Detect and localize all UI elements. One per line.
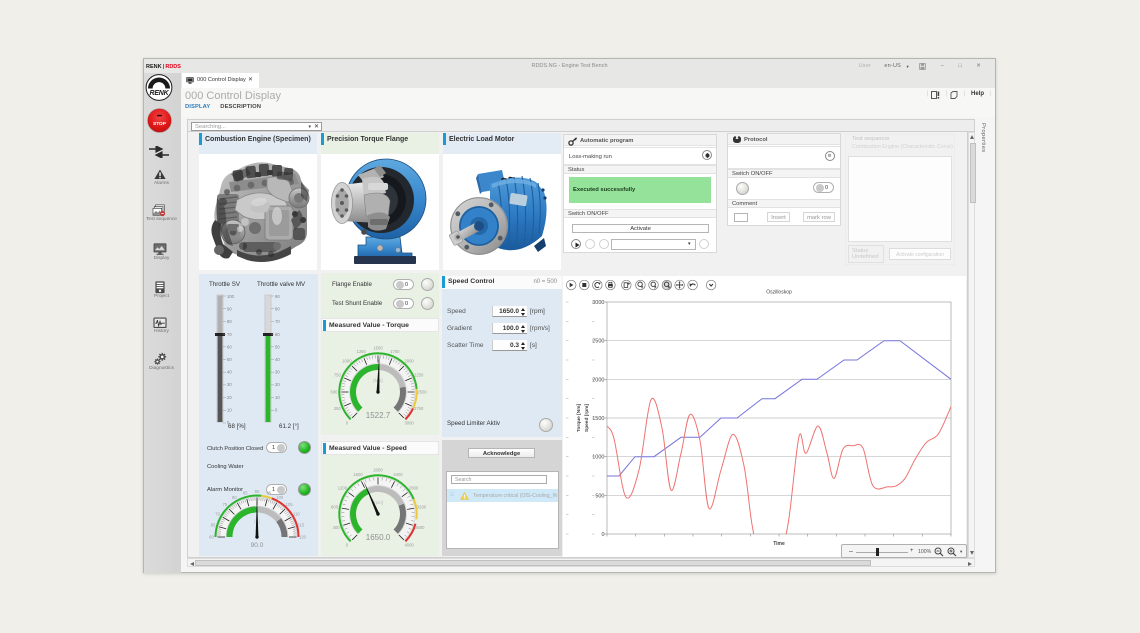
svg-text:10: 10 xyxy=(275,395,280,400)
svg-text:115: 115 xyxy=(298,523,305,528)
svg-text:1200: 1200 xyxy=(338,486,348,491)
svg-text:30: 30 xyxy=(227,382,232,387)
svg-text:1000: 1000 xyxy=(592,455,604,461)
svg-text:1000: 1000 xyxy=(342,358,352,363)
svg-text:90: 90 xyxy=(255,489,260,494)
svg-text:50: 50 xyxy=(227,357,232,362)
svg-text:60: 60 xyxy=(209,534,214,539)
svg-text:RENK: RENK xyxy=(149,90,169,97)
svg-text:70: 70 xyxy=(215,512,220,517)
svg-text:x: x xyxy=(641,285,643,289)
svg-text:Torque [Nm]: Torque [Nm] xyxy=(576,404,582,433)
svg-text:500: 500 xyxy=(331,389,339,394)
svg-text:2250: 2250 xyxy=(414,373,424,378)
svg-text:100: 100 xyxy=(227,294,235,299)
svg-text:50: 50 xyxy=(275,344,280,349)
svg-text:0: 0 xyxy=(346,421,349,426)
svg-text:95: 95 xyxy=(266,490,271,495)
svg-text:Speed [rpm]: Speed [rpm] xyxy=(584,404,590,432)
svg-text:2800: 2800 xyxy=(409,486,419,491)
svg-text:1250: 1250 xyxy=(356,349,366,354)
svg-text:80: 80 xyxy=(232,495,237,500)
svg-text:60: 60 xyxy=(275,332,280,337)
svg-text:2500: 2500 xyxy=(592,339,604,345)
svg-text:60: 60 xyxy=(227,344,232,349)
svg-text:2750: 2750 xyxy=(414,406,424,411)
svg-text:40: 40 xyxy=(227,370,232,375)
svg-text:750: 750 xyxy=(334,373,342,378)
svg-text:500: 500 xyxy=(595,493,604,499)
svg-text:2000: 2000 xyxy=(373,467,383,472)
svg-text:STOP: STOP xyxy=(153,121,167,127)
svg-text:0: 0 xyxy=(346,543,349,548)
svg-text:3600: 3600 xyxy=(415,525,425,530)
svg-text:800: 800 xyxy=(331,505,339,510)
svg-text:0: 0 xyxy=(227,420,230,425)
svg-text:1650.0: 1650.0 xyxy=(366,533,391,542)
svg-text:1522.7: 1522.7 xyxy=(366,411,391,420)
svg-text:40: 40 xyxy=(275,357,280,362)
svg-text:2000: 2000 xyxy=(404,358,414,363)
svg-text:110: 110 xyxy=(293,512,300,517)
svg-text:[rpm]: [rpm] xyxy=(373,500,383,505)
svg-text:100: 100 xyxy=(276,495,284,500)
svg-text:90: 90 xyxy=(275,294,280,299)
svg-text:1750: 1750 xyxy=(390,349,400,354)
svg-text:1500: 1500 xyxy=(373,345,383,350)
svg-text:105: 105 xyxy=(286,502,294,507)
svg-text:70: 70 xyxy=(275,319,280,324)
svg-text:75: 75 xyxy=(222,502,227,507)
svg-text:Oszilloskop: Oszilloskop xyxy=(766,290,792,296)
svg-text:2400: 2400 xyxy=(393,472,403,477)
svg-text:2500: 2500 xyxy=(417,389,427,394)
svg-text:0: 0 xyxy=(275,407,278,412)
svg-text:3000: 3000 xyxy=(404,421,414,426)
svg-text:80: 80 xyxy=(227,319,232,324)
svg-text:90: 90 xyxy=(227,307,232,312)
svg-text:85: 85 xyxy=(243,490,248,495)
svg-text:120: 120 xyxy=(299,534,307,539)
svg-text:30: 30 xyxy=(275,370,280,375)
svg-text:65: 65 xyxy=(211,523,216,528)
svg-text:20: 20 xyxy=(227,395,232,400)
svg-text:70: 70 xyxy=(227,332,232,337)
svg-text:y: y xyxy=(654,285,656,289)
svg-text:4000: 4000 xyxy=(404,543,414,548)
svg-text:2000: 2000 xyxy=(592,377,604,383)
svg-text:Time: Time xyxy=(773,541,785,547)
svg-text:10: 10 xyxy=(227,407,232,412)
svg-text:0: 0 xyxy=(601,532,604,538)
svg-text:90.0: 90.0 xyxy=(251,542,264,549)
svg-text:3000: 3000 xyxy=(592,300,604,306)
svg-text:20: 20 xyxy=(275,382,280,387)
svg-text:1500: 1500 xyxy=(592,416,604,422)
svg-text:400: 400 xyxy=(333,525,341,530)
svg-text:250: 250 xyxy=(334,406,342,411)
svg-text:3200: 3200 xyxy=(417,505,427,510)
svg-text:1600: 1600 xyxy=(353,472,363,477)
svg-text:80: 80 xyxy=(275,307,280,312)
svg-text:xy: xy xyxy=(668,285,672,289)
